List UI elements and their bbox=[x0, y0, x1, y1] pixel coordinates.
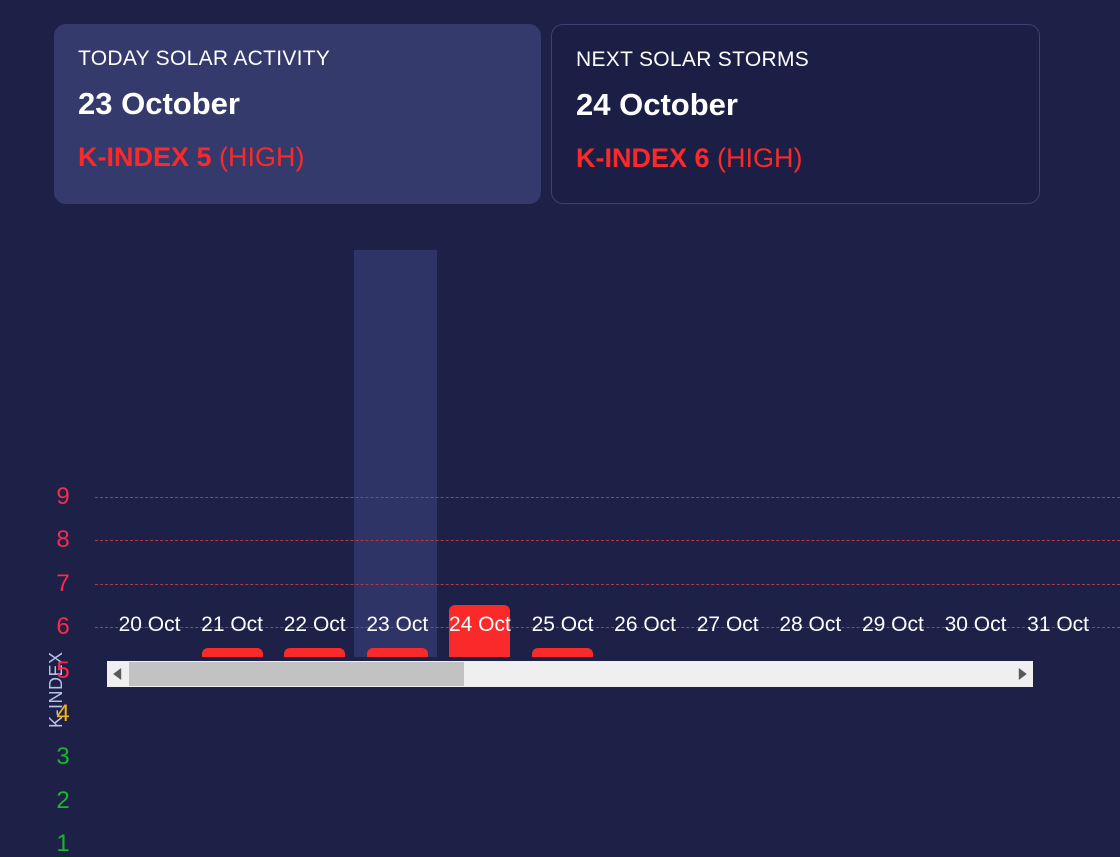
scroll-left-arrow-icon[interactable] bbox=[107, 661, 129, 687]
gridline bbox=[95, 497, 1120, 498]
y-axis-tick: 1 bbox=[56, 830, 70, 857]
y-axis-tick: 3 bbox=[56, 743, 70, 771]
x-axis-tick: 21 Oct bbox=[201, 613, 264, 636]
bar[interactable]: 5 bbox=[201, 648, 263, 657]
y-axis-title: K-INDEX bbox=[46, 651, 66, 729]
bar-series: 355565243333 bbox=[95, 232, 1120, 657]
x-axis-tick: 23 Oct bbox=[366, 613, 429, 636]
y-axis-tick: 6 bbox=[56, 613, 70, 641]
gridline bbox=[95, 540, 1120, 542]
x-axis-ticks: 20 Oct 21 Oct 22 Oct 23 Oct 24 Oct 25 Oct 26 O… bbox=[95, 610, 1120, 644]
x-axis-tick: 26 Oct bbox=[614, 613, 677, 636]
card-date: 23 October bbox=[78, 86, 240, 121]
x-axis-tick: 22 Oct bbox=[283, 613, 346, 636]
scrollbar-thumb[interactable] bbox=[129, 662, 465, 686]
bar[interactable]: 5 bbox=[366, 648, 428, 657]
scrollbar-track[interactable] bbox=[129, 661, 1011, 687]
y-axis-tick: 2 bbox=[56, 786, 70, 814]
gridline bbox=[95, 583, 1120, 585]
gridline bbox=[95, 627, 1120, 629]
card-date: 24 October bbox=[576, 87, 738, 122]
card-kicker: NEXT SOLAR STORMS bbox=[576, 48, 810, 71]
summary-cards: TODAY SOLAR ACTIVITY 23 October K-INDEX … bbox=[54, 24, 1040, 204]
card-kindex: K-INDEX 6 (HIGH) bbox=[576, 141, 1015, 175]
card-kicker: TODAY SOLAR ACTIVITY bbox=[78, 47, 331, 70]
scroll-right-arrow-icon[interactable] bbox=[1011, 661, 1033, 687]
y-axis-tick: 4 bbox=[56, 700, 70, 727]
x-axis-tick: 29 Oct bbox=[861, 613, 924, 636]
card-today-solar-activity[interactable]: TODAY SOLAR ACTIVITY 23 October K-INDEX … bbox=[54, 24, 541, 204]
bar[interactable]: 5 bbox=[532, 648, 593, 657]
selected-column-highlight bbox=[353, 250, 437, 657]
y-axis-tick: 5 bbox=[56, 656, 70, 684]
card-kindex-value: K-INDEX 5 bbox=[78, 142, 212, 172]
x-axis-tick: 28 Oct bbox=[779, 613, 842, 636]
plot-area: 355565243333 bbox=[95, 232, 1120, 657]
bar[interactable]: 6 bbox=[449, 605, 511, 657]
y-axis-tick: 8 bbox=[56, 526, 70, 554]
card-next-solar-storms[interactable]: NEXT SOLAR STORMS 24 October K-INDEX 6 (… bbox=[551, 24, 1040, 204]
card-kindex-level: (HIGH) bbox=[219, 142, 305, 172]
x-axis-tick: 31 Oct bbox=[1027, 613, 1090, 636]
card-kindex: K-INDEX 5 (HIGH) bbox=[78, 140, 517, 174]
bar[interactable]: 5 bbox=[284, 648, 346, 657]
chart-horizontal-scrollbar[interactable] bbox=[107, 661, 1033, 687]
y-axis-tick: 7 bbox=[56, 569, 70, 597]
x-axis-tick: 24 Oct bbox=[448, 613, 511, 636]
y-axis-tick: 9 bbox=[56, 483, 70, 510]
card-kindex-value: K-INDEX 6 bbox=[576, 143, 710, 173]
x-axis-tick: 27 Oct bbox=[696, 613, 759, 636]
card-kindex-level: (HIGH) bbox=[717, 143, 803, 173]
x-axis-tick: 20 Oct bbox=[118, 613, 181, 636]
x-axis-tick: 25 Oct bbox=[531, 613, 594, 636]
x-axis-tick: 30 Oct bbox=[944, 613, 1007, 636]
